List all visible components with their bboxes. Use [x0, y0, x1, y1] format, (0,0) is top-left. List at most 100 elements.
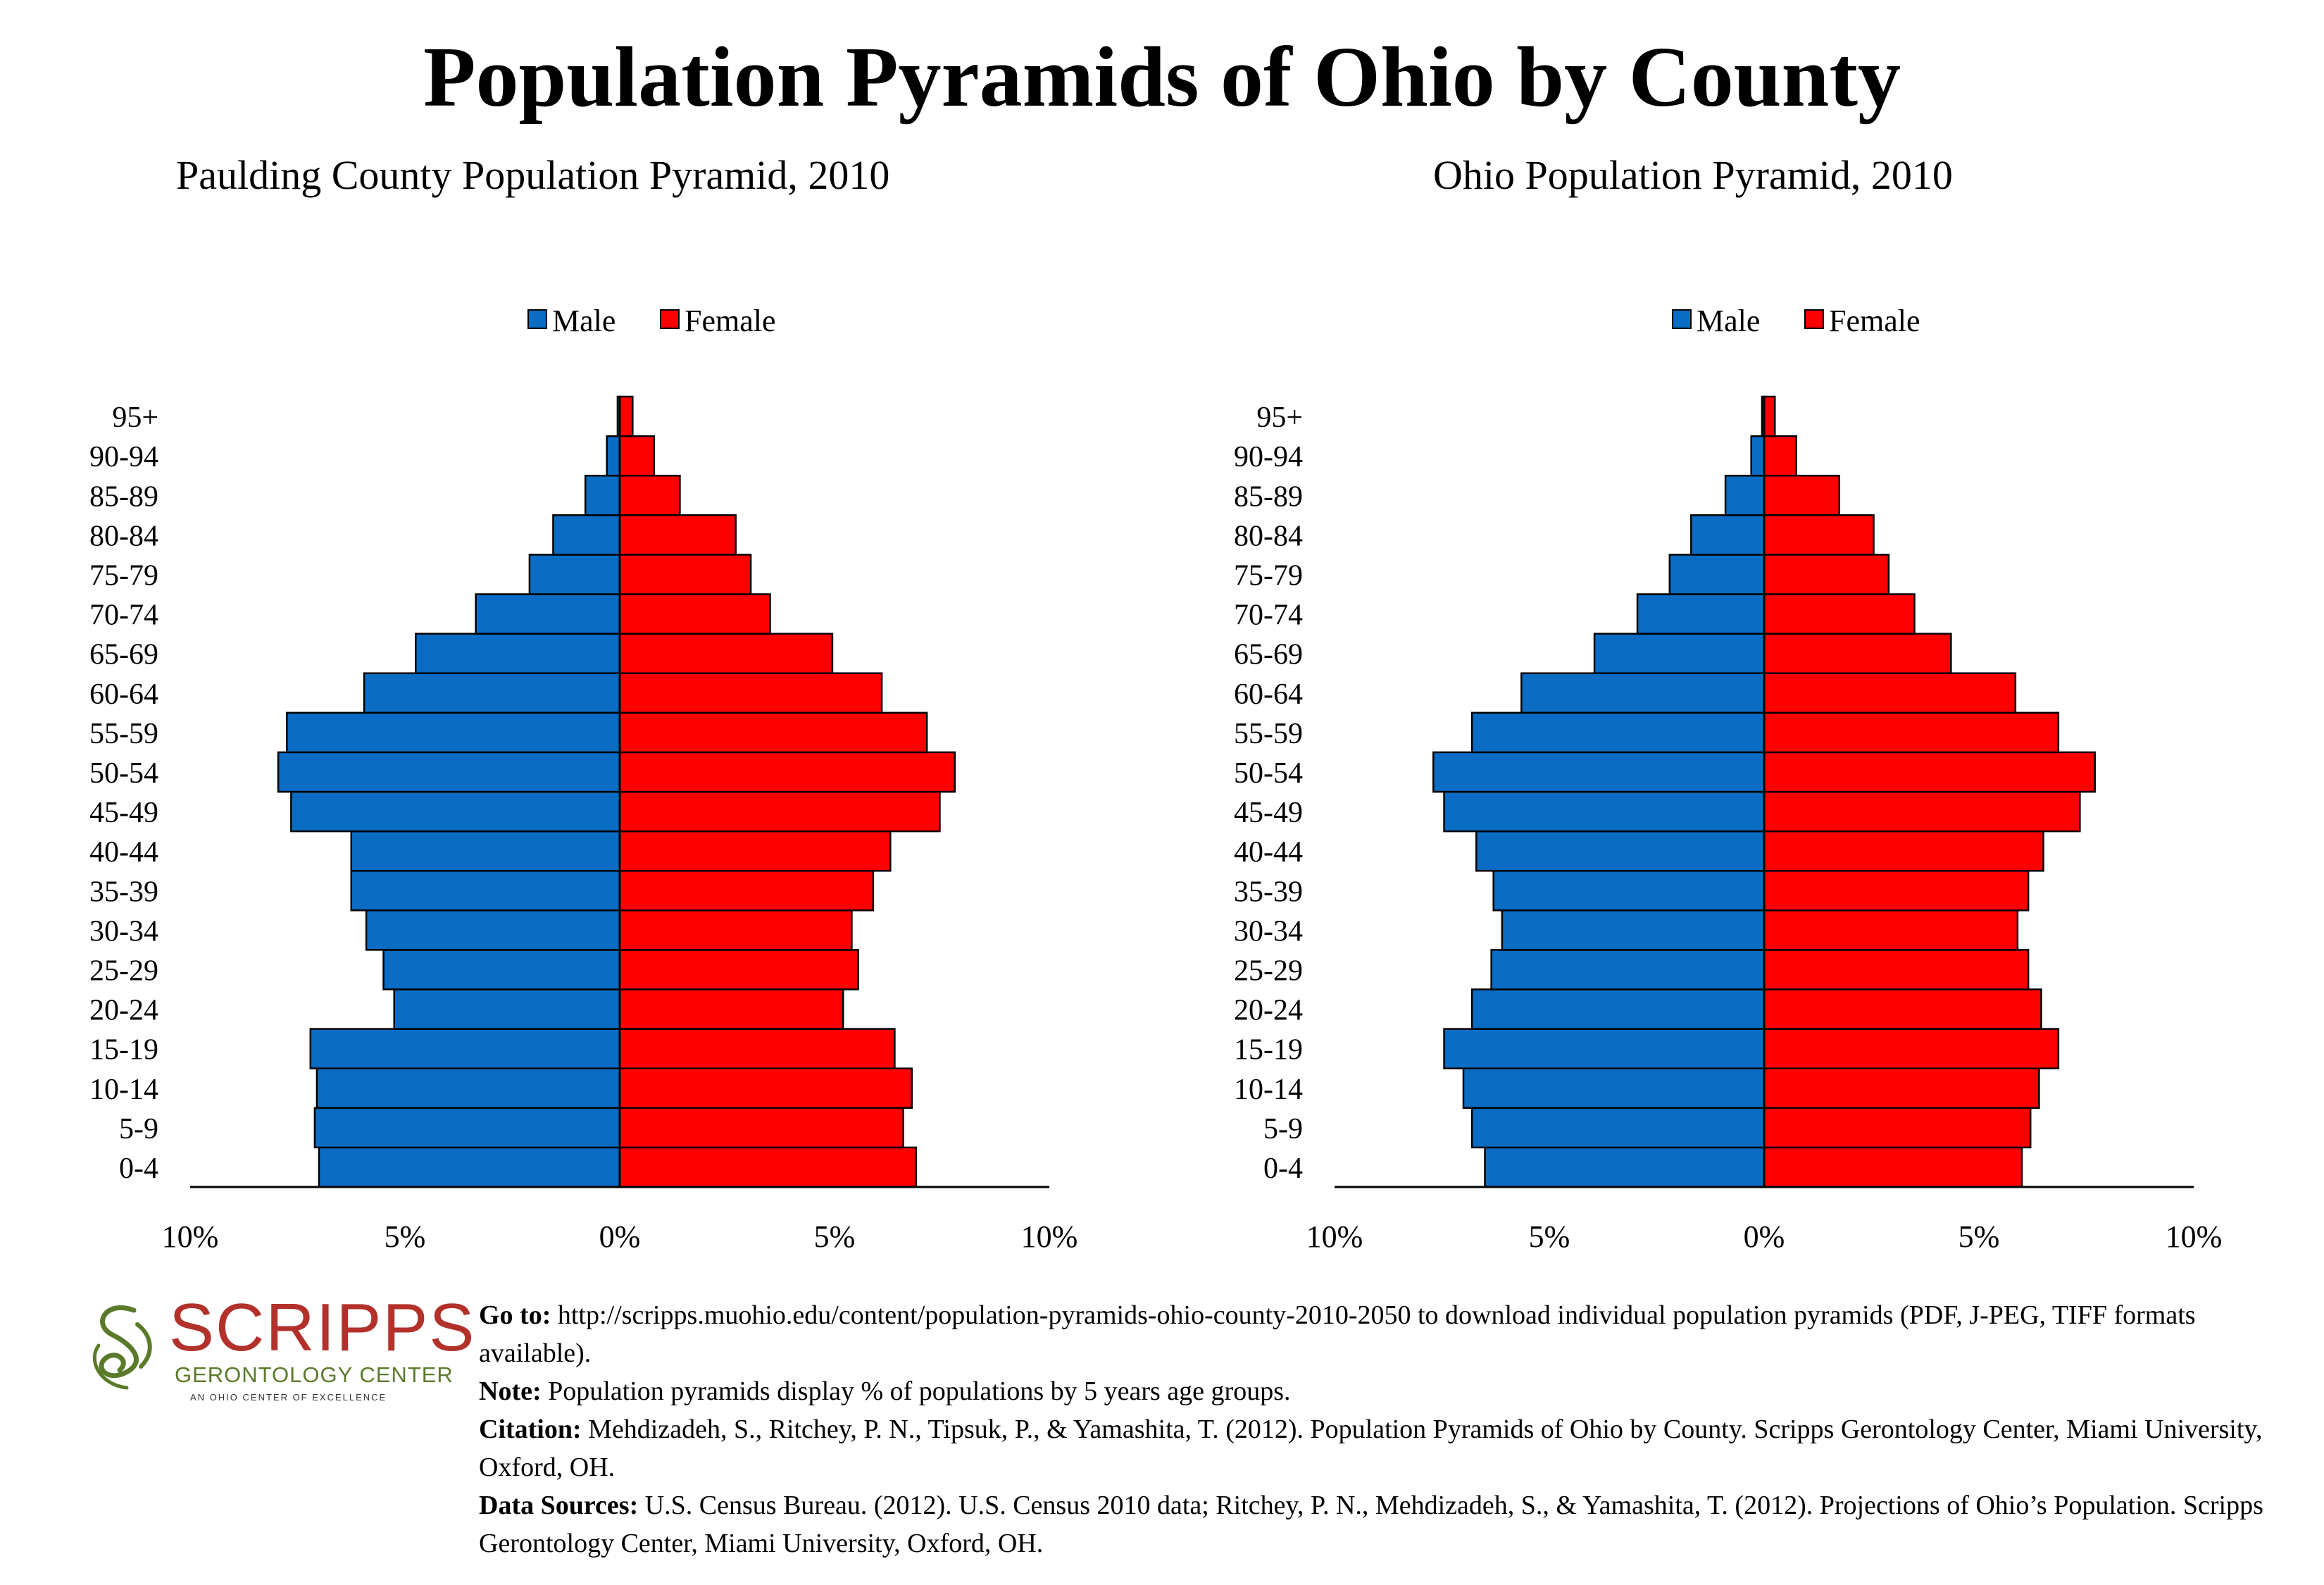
- category-label: 15-19: [89, 1034, 158, 1067]
- category-label: 75-79: [1234, 559, 1303, 592]
- bar-male: [1520, 672, 1766, 714]
- category-label: 85-89: [89, 480, 158, 513]
- bar-male: [1470, 711, 1766, 754]
- legend-label-female: Female: [1829, 304, 1920, 338]
- bar-female: [618, 869, 875, 912]
- bar-male: [1470, 1107, 1766, 1149]
- bar-female: [618, 672, 883, 714]
- bar-male: [1475, 830, 1766, 872]
- legend-label-female: Female: [685, 304, 776, 338]
- category-label: 25-29: [89, 955, 158, 987]
- category-label: 10-14: [1234, 1074, 1303, 1106]
- logo-swirl-icon: [92, 1305, 152, 1390]
- goto-text: http://scripps.muohio.edu/content/popula…: [479, 1300, 2196, 1368]
- bar-female: [1763, 909, 2019, 951]
- bar-female: [618, 1067, 913, 1110]
- bar-female: [1763, 790, 2081, 833]
- footer-notes: Go to: http://scripps.muohio.edu/content…: [479, 1296, 2310, 1562]
- bar-female: [618, 790, 941, 833]
- bar-female: [1763, 1028, 2060, 1069]
- category-label: 50-54: [89, 757, 158, 790]
- bar-male: [290, 790, 621, 833]
- bar-male: [1443, 790, 1766, 833]
- footer-citation: Citation: Mehdizadeh, S., Ritchey, P. N.…: [479, 1410, 2310, 1486]
- citation-text: Mehdizadeh, S., Ritchey, P. N., Tipsuk, …: [479, 1415, 2263, 1482]
- category-label: 0-4: [1263, 1152, 1303, 1185]
- x-tick-label: 5%: [1529, 1219, 1570, 1254]
- bar-female: [1763, 988, 2042, 1030]
- category-label: 60-64: [89, 678, 158, 711]
- bar-female: [1763, 869, 2030, 912]
- bar-male: [1636, 593, 1766, 635]
- bar-female: [618, 1146, 918, 1188]
- bar-male: [382, 949, 621, 990]
- bar-female: [618, 988, 844, 1030]
- bar-male: [1462, 1067, 1766, 1110]
- bar-male: [277, 751, 621, 793]
- category-label: 10-14: [89, 1074, 158, 1106]
- category-label: 65-69: [1234, 639, 1303, 671]
- category-label: 60-64: [1234, 678, 1303, 711]
- bar-male: [309, 1028, 621, 1069]
- bar-female: [618, 711, 928, 754]
- bar-female: [1763, 554, 1890, 595]
- legend-swatch-male: [527, 309, 547, 329]
- x-tick-label: 0%: [599, 1219, 641, 1254]
- bar-male: [415, 633, 621, 674]
- category-label: 35-39: [89, 876, 158, 908]
- bar-male: [313, 1107, 621, 1149]
- bar-female: [618, 593, 771, 635]
- category-label: 55-59: [1234, 718, 1303, 750]
- bar-female: [1763, 751, 2096, 793]
- legend-swatch-female: [660, 309, 680, 329]
- bar-male: [318, 1146, 621, 1188]
- bar-male: [1432, 751, 1766, 793]
- footer-sources: Data Sources: U.S. Census Bureau. (2012)…: [479, 1486, 2310, 1562]
- bar-male: [1492, 869, 1766, 912]
- bar-male: [363, 672, 621, 714]
- bar-female: [1763, 949, 2030, 990]
- scripps-logo: SCRIPPS GERONTOLOGY CENTER AN OHIO CENTE…: [85, 1289, 474, 1416]
- main-title: Population Pyramids of Ohio by County: [423, 30, 1901, 125]
- note-label: Note:: [479, 1376, 542, 1406]
- bar-female: [618, 395, 634, 437]
- category-label: 20-24: [89, 995, 158, 1027]
- bar-female: [1763, 395, 1776, 437]
- bar-male: [552, 514, 621, 556]
- bar-female: [618, 554, 752, 595]
- bar-female: [618, 633, 834, 674]
- category-label: 5-9: [119, 1113, 158, 1145]
- bar-male: [365, 909, 621, 951]
- bar-female: [1763, 830, 2044, 872]
- logo-name: SCRIPPS: [169, 1290, 476, 1365]
- x-tick-label: 10%: [2166, 1219, 2223, 1254]
- bar-male: [350, 830, 621, 872]
- bar-female: [1763, 633, 1952, 674]
- footer-goto: Go to: http://scripps.muohio.edu/content…: [479, 1296, 2310, 1372]
- category-label: 50-54: [1234, 757, 1303, 790]
- category-label: 15-19: [1234, 1034, 1303, 1067]
- category-label: 30-34: [89, 915, 158, 947]
- category-label: 95+: [112, 402, 158, 434]
- logo-tagline: AN OHIO CENTER OF EXCELLENCE: [190, 1392, 387, 1403]
- bar-male: [286, 711, 621, 754]
- category-label: 0-4: [119, 1152, 158, 1185]
- category-label: 45-49: [1234, 797, 1303, 829]
- bar-male: [316, 1067, 621, 1110]
- bar-male: [1668, 554, 1766, 595]
- category-label: 40-44: [89, 836, 158, 869]
- category-label: 45-49: [89, 797, 158, 829]
- category-label: 95+: [1256, 402, 1303, 434]
- bar-male: [1501, 909, 1766, 951]
- category-label: 85-89: [1234, 480, 1303, 513]
- bar-female: [1763, 514, 1875, 556]
- category-label: 75-79: [89, 559, 158, 592]
- category-label: 80-84: [1234, 520, 1303, 552]
- sources-label: Data Sources:: [479, 1491, 639, 1520]
- goto-label: Go to:: [479, 1300, 551, 1330]
- bar-male: [1443, 1028, 1766, 1069]
- logo-subtitle: GERONTOLOGY CENTER: [175, 1362, 454, 1387]
- bar-female: [618, 1107, 904, 1149]
- chart-title: Ohio Population Pyramid, 2010: [1433, 152, 1953, 198]
- bar-male: [475, 593, 621, 635]
